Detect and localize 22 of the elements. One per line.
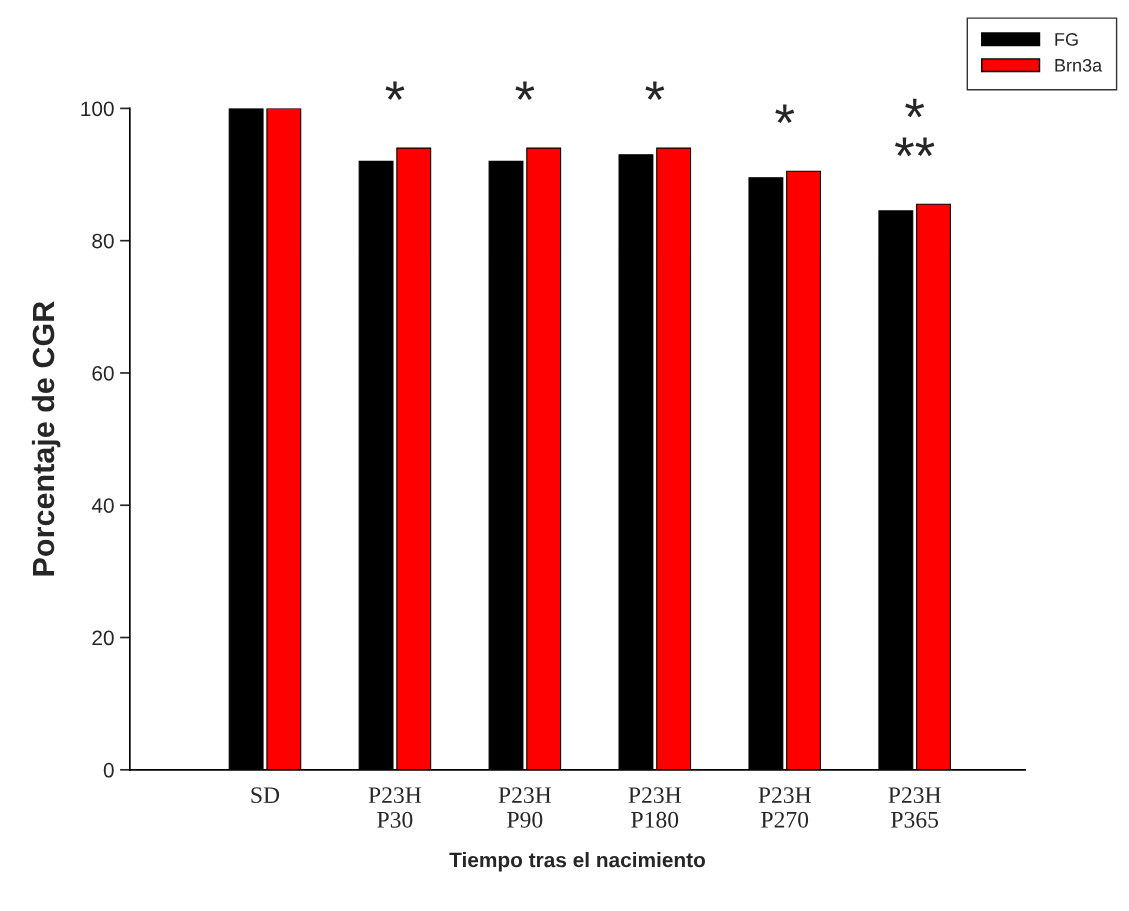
annotation: * [775,104,795,124]
annotation: * [385,81,405,100]
y-tick-label: 60 [92,365,114,381]
legend-label: FG [1055,33,1078,46]
y-tick-label: 40 [91,498,114,513]
annotation: * [515,81,535,100]
y-tick-label: 0 [103,762,114,778]
annotation: ** [894,137,935,157]
x-tick-label: P23H P90 [498,787,552,828]
y-tick-label: 100 [81,101,114,117]
x-tick-label: P23H P180 [628,787,681,828]
x-tick-label: P23H P365 [888,787,941,828]
x-tick-label: P23H P30 [368,787,422,828]
x-axis-title: Tiempo tras el nacimiento [449,852,705,872]
y-tick-label: 20 [92,630,114,646]
legend-label: Brn3a [1055,58,1103,72]
annotation: * [645,81,665,100]
y-axis-title: Porcentaje de CGR [31,301,61,576]
x-tick-label: P23H P270 [758,787,811,828]
annotation: * [905,98,925,118]
y-tick-label: 80 [92,233,114,249]
x-tick-label: SD [251,787,280,804]
